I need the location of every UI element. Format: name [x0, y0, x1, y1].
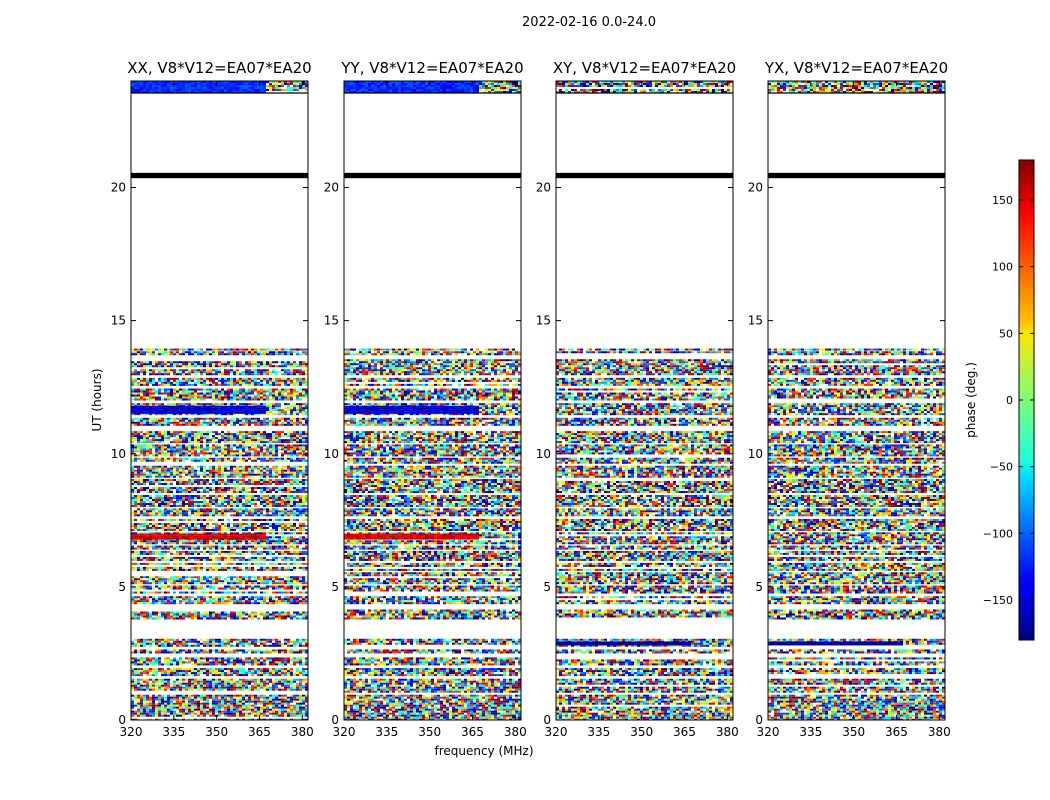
- x-tick-label: 320: [545, 725, 568, 739]
- x-tick-label: 350: [842, 725, 865, 739]
- panel-frame: [130, 80, 309, 721]
- y-tick-label: 10: [748, 447, 763, 461]
- x-tick-label: 365: [885, 725, 908, 739]
- y-tick-label: 0: [755, 713, 763, 727]
- phase-data-yx: [768, 81, 945, 720]
- panel-xy: XY, V8*V12=EA07*EA20 320 335 350 365 380 0 5 10 1…: [536, 59, 739, 739]
- x-tick-label: 380: [716, 725, 739, 739]
- colorbar-ticks: 150 100 50 0 −50 −100 −150: [983, 194, 1034, 607]
- colorbar-tick-label: 150: [992, 194, 1013, 207]
- x-tick-label: 320: [333, 725, 356, 739]
- y-tick-label: 0: [543, 713, 551, 727]
- y-tick-label: 15: [324, 314, 339, 328]
- y-tick-label: 0: [118, 713, 126, 727]
- x-tick-label: 365: [461, 725, 484, 739]
- x-tick-label: 320: [120, 725, 143, 739]
- panel-frame: [343, 80, 522, 721]
- y-tick-label: 5: [755, 580, 763, 594]
- y-tick-label: 15: [111, 314, 126, 328]
- colorbar-tick-label: 0: [1006, 394, 1013, 407]
- y-tick-label: 20: [111, 181, 126, 195]
- x-tick-label: 365: [673, 725, 696, 739]
- y-tick-label: 5: [543, 580, 551, 594]
- y-tick-label: 15: [748, 314, 763, 328]
- colorbar-tick-label: −150: [983, 594, 1013, 607]
- x-axis-label: frequency (MHz): [434, 744, 533, 758]
- y-tick-label: 5: [331, 580, 339, 594]
- x-tick-label: 380: [504, 725, 527, 739]
- x-tick-label: 350: [205, 725, 228, 739]
- panel-title: YY, V8*V12=EA07*EA20: [340, 59, 523, 77]
- y-tick-label: 10: [324, 447, 339, 461]
- panel-title: XX, V8*V12=EA07*EA20: [127, 59, 311, 77]
- x-tick-label: 350: [630, 725, 653, 739]
- colorbar-tick-label: −100: [983, 527, 1013, 540]
- flagged-band: [131, 172, 308, 179]
- y-axis-label: UT (hours): [90, 368, 104, 431]
- colorbar: 150 100 50 0 −50 −100 −150 phase (deg.): [964, 159, 1035, 641]
- x-tick-label: 365: [248, 725, 271, 739]
- x-tick-label: 335: [799, 725, 822, 739]
- x-tick-label: 335: [162, 725, 185, 739]
- y-tick-label: 10: [536, 447, 551, 461]
- x-tick-label: 335: [587, 725, 610, 739]
- panel-yy: YY, V8*V12=EA07*EA20 320 335 350 365 380 0 5 10 1…: [324, 59, 527, 739]
- panel-frame: [555, 80, 734, 721]
- heatmap-panels: XX, V8*V12=EA07*EA20 320 335 350 365 380 0 5 10 1…: [111, 59, 951, 739]
- y-tick-label: 15: [536, 314, 551, 328]
- phase-data-xx: [131, 81, 308, 720]
- y-tick-label: 0: [331, 713, 339, 727]
- flagged-band: [344, 172, 521, 179]
- figure-title: 2022-02-16 0.0-24.0: [522, 15, 656, 30]
- x-tick-label: 380: [928, 725, 951, 739]
- colorbar-label: phase (deg.): [964, 362, 978, 438]
- phase-data-yy: [344, 81, 521, 720]
- x-tick-label: 350: [418, 725, 441, 739]
- y-tick-label: 10: [111, 447, 126, 461]
- panel-title: YX, V8*V12=EA07*EA20: [764, 59, 948, 77]
- flagged-band: [556, 172, 733, 179]
- y-tick-label: 20: [536, 181, 551, 195]
- x-tick-label: 320: [757, 725, 780, 739]
- y-tick-label: 20: [748, 181, 763, 195]
- y-tick-label: 20: [324, 181, 339, 195]
- y-tick-label: 5: [118, 580, 126, 594]
- colorbar-tick-label: −50: [990, 461, 1013, 474]
- panel-yx: YX, V8*V12=EA07*EA20 320 335 350 365 380 0 5 10 1…: [748, 59, 951, 739]
- phase-data-xy: [556, 81, 733, 720]
- colorbar-tick-label: 100: [992, 261, 1013, 274]
- panel-frame: [767, 80, 946, 721]
- panel-title: XY, V8*V12=EA07*EA20: [553, 59, 736, 77]
- colorbar-tick-label: 50: [999, 327, 1013, 340]
- x-tick-label: 380: [291, 725, 314, 739]
- flagged-band: [768, 172, 945, 179]
- x-tick-label: 335: [375, 725, 398, 739]
- panel-xx: XX, V8*V12=EA07*EA20 320 335 350 365 380 0 5 10 1…: [111, 59, 314, 739]
